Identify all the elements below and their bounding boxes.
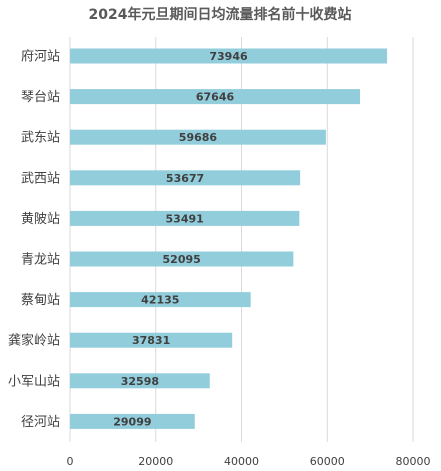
data-label: 53677 (166, 172, 204, 185)
data-label: 42135 (141, 294, 179, 307)
category-label: 黄陂站 (21, 211, 60, 227)
x-tick-label: 80000 (396, 455, 431, 468)
x-tick-label: 60000 (310, 455, 345, 468)
chart-title: 2024年元旦期间日均流量排名前十收费站 (89, 6, 352, 23)
x-tick-label: 20000 (138, 455, 173, 468)
category-label: 琴台站 (21, 90, 60, 105)
category-label: 府河站 (21, 50, 60, 65)
category-label: 武西站 (21, 171, 60, 186)
data-label: 37831 (132, 334, 170, 347)
category-label: 小军山站 (8, 374, 60, 389)
data-label: 32598 (121, 375, 159, 388)
category-label: 龚家岭站 (8, 333, 60, 349)
data-label: 59686 (179, 131, 218, 144)
data-label: 73946 (209, 50, 248, 63)
category-label: 青龙站 (21, 253, 60, 268)
x-axis-ticks: 0 20000 40000 60000 80000 (67, 455, 431, 468)
category-label: 蔡甸站 (21, 293, 60, 308)
x-tick-label: 0 (67, 455, 74, 468)
data-labels: 73946 67646 59686 53677 53491 52095 42135 37831… (113, 50, 248, 428)
bars (70, 49, 387, 429)
data-label: 29099 (113, 415, 151, 428)
data-label: 53491 (166, 212, 204, 225)
x-tick-label: 40000 (224, 455, 259, 468)
data-label: 52095 (163, 253, 201, 266)
data-label: 67646 (196, 91, 235, 104)
category-label: 武东站 (21, 131, 60, 146)
category-label: 径河站 (21, 415, 60, 430)
